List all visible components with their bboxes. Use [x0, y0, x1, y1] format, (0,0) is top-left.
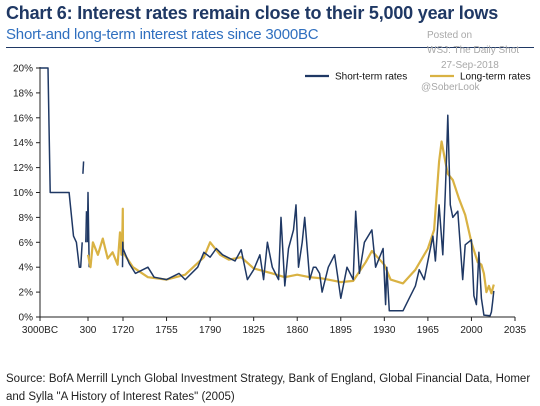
x-tick-label: 1965: [417, 325, 440, 336]
x-tick-label: 1720: [112, 325, 135, 336]
watermark-handle: @SoberLook: [421, 82, 480, 93]
short-term-rate-line: [82, 161, 85, 174]
x-tick-label: 1825: [243, 325, 266, 336]
x-tick-label: 2035: [504, 325, 527, 336]
chart-legend: Short-term rates Long-term rates: [305, 72, 531, 83]
y-axis: 0% 2% 4% 6% 8% 10% 12% 14% 16% 18% 20%: [13, 64, 41, 324]
legend-label: Long-term rates: [460, 72, 531, 83]
short-term-rate-line: [121, 114, 495, 317]
short-term-rate-line: [86, 191, 90, 268]
y-tick-label: 4%: [19, 263, 34, 274]
x-tick-label: 1930: [373, 325, 396, 336]
y-tick-label: 16%: [13, 113, 33, 124]
x-tick-label: 1895: [330, 325, 353, 336]
watermark-posted: Posted on: [427, 30, 473, 41]
x-axis: 3000BC 300 1720 1755 1790 1825 1860 1895 1930 196…: [22, 316, 527, 336]
y-tick-label: 12%: [13, 163, 33, 174]
short-term-rate-line: [85, 211, 88, 243]
interest-rate-chart: 0% 2% 4% 6% 8% 10% 12% 14% 16% 18% 20% 3000BC 300 17…: [13, 64, 531, 337]
x-tick-label: 300: [80, 325, 97, 336]
long-term-rate-line: [86, 140, 495, 295]
x-tick-label: 2000: [460, 325, 483, 336]
x-tick-label: 3000BC: [22, 325, 58, 336]
chart-subtitle: Short-and long-term interest rates since…: [6, 26, 319, 43]
x-tick-label: 1755: [155, 325, 178, 336]
source-note: Source: BofA Merrill Lynch Global Invest…: [6, 373, 531, 403]
chart-lines: [40, 67, 495, 317]
watermark-date: 27-Sep-2018: [441, 60, 499, 71]
x-tick-label: 1790: [199, 325, 222, 336]
y-tick-label: 20%: [13, 64, 33, 75]
y-tick-label: 10%: [13, 188, 33, 199]
y-tick-label: 0%: [19, 313, 34, 324]
legend-label: Short-term rates: [335, 72, 407, 83]
y-tick-label: 8%: [19, 213, 34, 224]
y-tick-label: 2%: [19, 288, 34, 299]
short-term-rate-line: [40, 67, 83, 268]
title-divider: [6, 47, 534, 48]
watermark-outlet: WSJ: The Daily Shot: [427, 45, 520, 56]
x-tick-label: 1860: [286, 325, 309, 336]
chart-title: Chart 6: Interest rates remain close to …: [6, 3, 499, 23]
y-tick-label: 6%: [19, 238, 34, 249]
y-tick-label: 18%: [13, 88, 33, 99]
y-tick-label: 14%: [13, 138, 33, 149]
